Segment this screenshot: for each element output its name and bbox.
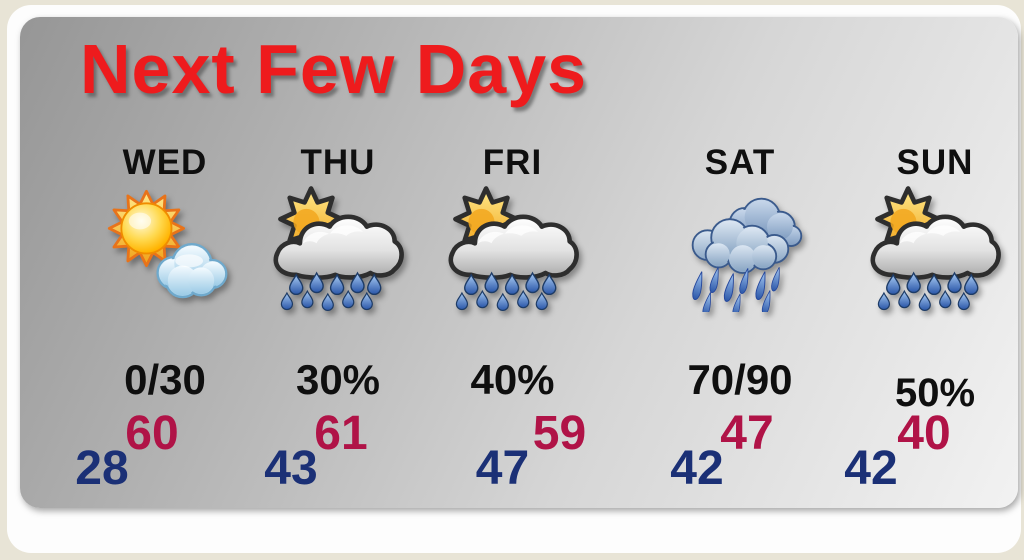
precip-chance: 30%	[295, 356, 381, 403]
low-temp: 47	[475, 442, 530, 495]
day-label: THU	[300, 143, 376, 182]
sun-rain-icon	[840, 182, 1024, 312]
high-temp: 40	[897, 407, 951, 460]
day-label: SAT	[704, 143, 776, 182]
low-temp: 42	[844, 442, 898, 495]
precip-chance: 50%	[894, 371, 976, 415]
precip-chance: 40%	[470, 356, 555, 403]
low-temp: 43	[264, 442, 318, 495]
day-label: WED	[122, 143, 208, 182]
sun-rain-icon	[420, 182, 605, 312]
high-temp: 59	[532, 407, 587, 460]
forecast-column-sat: SAT 70/90 47 42	[645, 17, 835, 508]
high-temp: 60	[125, 407, 179, 460]
high-temp: 61	[314, 407, 368, 460]
high-temp: 47	[720, 407, 774, 460]
sun-rain-icon	[248, 182, 428, 312]
forecast-column-thu: THU 30% 61 43	[248, 17, 428, 508]
day-label: FRI	[482, 143, 543, 182]
low-temp: 42	[670, 442, 724, 495]
forecast-column-sun: SUN 50% 40 42	[840, 17, 1024, 508]
precip-chance: 70/90	[687, 356, 793, 403]
precip-chance: 0/30	[124, 356, 206, 403]
day-label: SUN	[896, 143, 974, 182]
forecast-column-wed: WED 0/30 60 28	[70, 17, 260, 508]
forecast-column-fri: FRI 40% 59 47	[420, 17, 605, 508]
forecast-panel: Next Few Days WED 0/30 60 28 THU 30% 61 …	[20, 17, 1018, 508]
card-frame: Next Few Days WED 0/30 60 28 THU 30% 61 …	[7, 5, 1021, 553]
heavy-rain-icon	[645, 182, 835, 312]
page-title: Next Few Days	[80, 30, 588, 108]
sun-cloud-icon	[70, 182, 260, 312]
low-temp: 28	[75, 442, 129, 495]
